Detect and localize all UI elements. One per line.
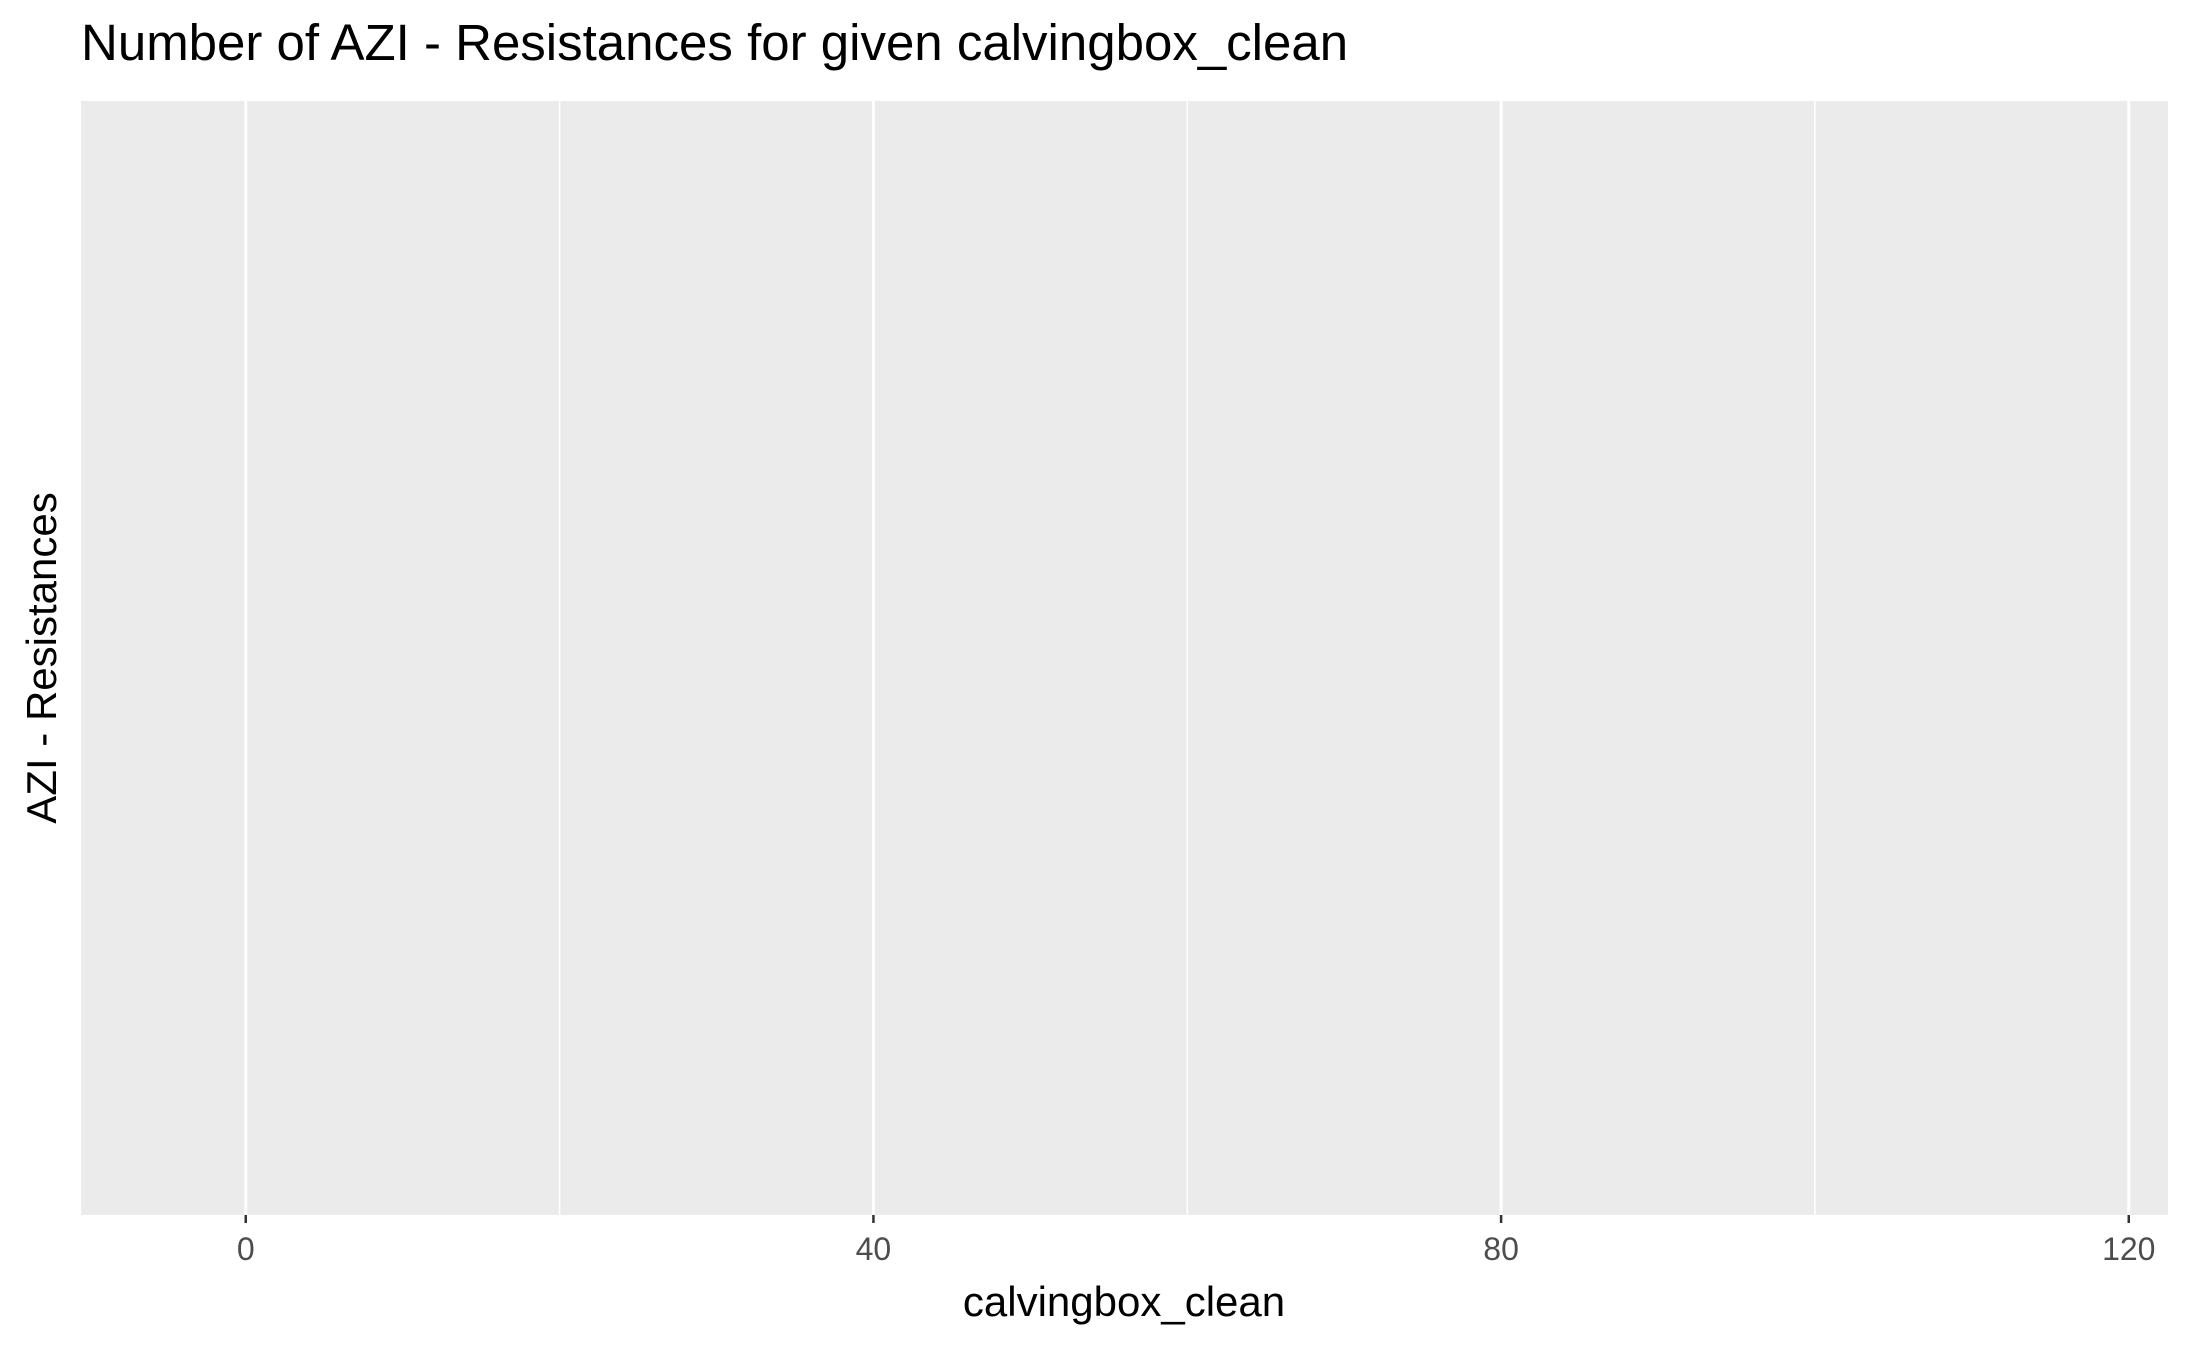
y-axis-title: AZI - Resistances <box>18 492 65 823</box>
major-gridlines <box>244 101 2131 1215</box>
x-axis-tick-labels: 0 40 80 120 <box>237 1231 2156 1267</box>
x-axis-ticks <box>244 1215 2131 1223</box>
x-tick-label-40: 40 <box>856 1231 892 1267</box>
x-tick-label-80: 80 <box>1483 1231 1519 1267</box>
x-tick-label-0: 0 <box>237 1231 255 1267</box>
minor-gridlines <box>558 101 1816 1215</box>
x-tick-label-120: 120 <box>2102 1231 2155 1267</box>
plot-panel <box>81 101 2168 1215</box>
chart-title: Number of AZI - Resistances for given ca… <box>81 14 1348 71</box>
x-axis-title: calvingbox_clean <box>963 1278 1285 1325</box>
